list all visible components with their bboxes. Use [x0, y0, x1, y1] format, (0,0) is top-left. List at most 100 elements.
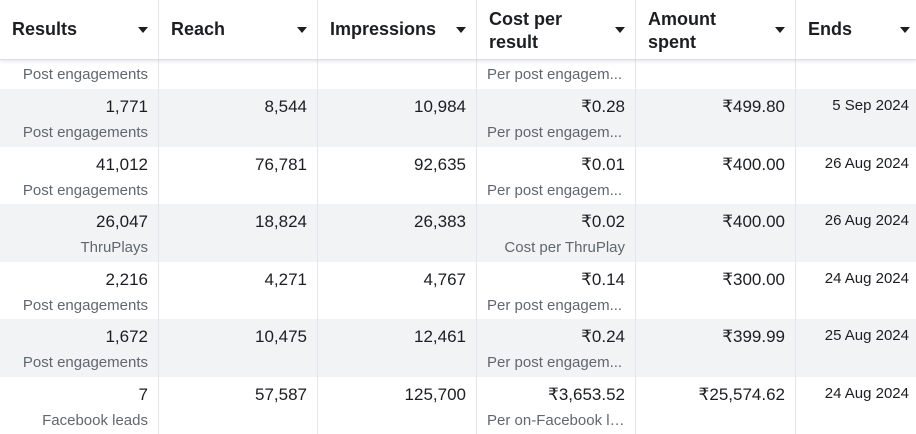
column-header-label-line2: spent	[648, 32, 696, 52]
impressions-cell: 4,767	[318, 262, 477, 320]
column-header-label: Results	[12, 18, 77, 41]
result-type-text: Post engagements	[23, 182, 148, 199]
table-row[interactable]: 1,771 Post engagements 8,544 10,984 ₹0.2…	[0, 89, 916, 147]
amount-spent-value: ₹300.00	[722, 270, 785, 290]
cost-cell: ₹0.01 Per post engagem...	[477, 147, 636, 205]
result-type-text: ThruPlays	[80, 239, 148, 256]
cost-per-result-value: ₹0.02	[581, 212, 625, 232]
end-date: 5 Sep 2024	[832, 97, 909, 114]
amount-spent-value: ₹399.99	[722, 327, 785, 347]
column-header-label: Impressions	[330, 18, 436, 41]
result-count: 41,012	[96, 155, 148, 175]
impressions-cell	[318, 60, 477, 89]
column-header-ends[interactable]: Ends	[796, 0, 916, 59]
column-header-results[interactable]: Results	[0, 0, 159, 59]
column-header-impressions[interactable]: Impressions	[318, 0, 477, 59]
column-header-label-line1: Cost per	[489, 9, 562, 29]
table-row[interactable]: 26,047 ThruPlays 18,824 26,383 ₹0.02 Cos…	[0, 204, 916, 262]
amount-cell: ₹499.80	[636, 89, 796, 147]
amount-cell: ₹400.00	[636, 147, 796, 205]
reach-cell: 18,824	[159, 204, 318, 262]
table-row[interactable]: 7 Facebook leads 57,587 125,700 ₹3,653.5…	[0, 377, 916, 434]
results-cell: 2,216 Post engagements	[0, 262, 159, 320]
result-count: 7	[139, 385, 148, 405]
amount-cell: ₹25,574.62	[636, 377, 796, 434]
cost-cell: ₹0.02 Cost per ThruPlay	[477, 204, 636, 262]
column-header-label-line1: Amount	[648, 9, 716, 29]
amount-cell: ₹300.00	[636, 262, 796, 320]
result-type-text: Post engagements	[23, 124, 148, 141]
results-cell: 26,047 ThruPlays	[0, 204, 159, 262]
reach-cell: 10,475	[159, 319, 318, 377]
table-row[interactable]: 2,216 Post engagements 4,271 4,767 ₹0.14…	[0, 262, 916, 320]
reach-cell: 76,781	[159, 147, 318, 205]
amount-spent-value: ₹499.80	[722, 97, 785, 117]
reach-cell: 8,544	[159, 89, 318, 147]
cost-cell: ₹0.24 Per post engagem...	[477, 319, 636, 377]
result-type-text: Post engagements	[23, 297, 148, 314]
impressions-value: 4,767	[423, 270, 466, 290]
impressions-cell: 92,635	[318, 147, 477, 205]
column-header-label: Ends	[808, 18, 852, 41]
reach-value: 18,824	[255, 212, 307, 232]
table-row[interactable]: Post engagements Per post engagem...	[0, 60, 916, 89]
sort-caret-icon[interactable]	[456, 27, 466, 33]
sort-caret-icon[interactable]	[900, 27, 910, 33]
result-type-text: Post engagements	[23, 354, 148, 371]
end-date: 24 Aug 2024	[825, 270, 909, 287]
ends-cell	[796, 60, 916, 89]
end-date: 26 Aug 2024	[825, 155, 909, 172]
cost-type-text: Per post engagem...	[487, 124, 622, 141]
reach-value: 76,781	[255, 155, 307, 175]
impressions-cell: 26,383	[318, 204, 477, 262]
end-date: 25 Aug 2024	[825, 327, 909, 344]
cost-type-text: Per post engagem...	[487, 297, 622, 314]
ends-cell: 26 Aug 2024	[796, 147, 916, 205]
reach-cell	[159, 60, 318, 89]
cost-type-text: Cost per ThruPlay	[504, 239, 625, 256]
cost-per-result-value: ₹0.28	[581, 97, 625, 117]
result-count: 2,216	[105, 270, 148, 290]
sort-caret-icon[interactable]	[615, 27, 625, 33]
cost-per-result-value: ₹0.24	[581, 327, 625, 347]
table-body: Post engagements Per post engagem... 1,7…	[0, 60, 916, 434]
result-count: 26,047	[96, 212, 148, 232]
sort-caret-icon[interactable]	[138, 27, 148, 33]
ends-cell: 5 Sep 2024	[796, 89, 916, 147]
amount-spent-value: ₹400.00	[722, 212, 785, 232]
reach-value: 4,271	[264, 270, 307, 290]
end-date: 26 Aug 2024	[825, 212, 909, 229]
result-type-text: Post engagements	[23, 66, 148, 83]
column-header-label: Reach	[171, 18, 225, 41]
reach-cell: 57,587	[159, 377, 318, 434]
sort-caret-icon[interactable]	[297, 27, 307, 33]
cost-per-result-value: ₹0.14	[581, 270, 625, 290]
impressions-cell: 125,700	[318, 377, 477, 434]
impressions-value: 10,984	[414, 97, 466, 117]
amount-spent-value: ₹400.00	[722, 155, 785, 175]
result-count: 1,771	[105, 97, 148, 117]
column-header-amount-spent[interactable]: Amount spent	[636, 0, 796, 59]
cost-per-result-value: ₹3,653.52	[548, 385, 625, 405]
sort-caret-icon[interactable]	[775, 27, 785, 33]
impressions-value: 26,383	[414, 212, 466, 232]
amount-cell	[636, 60, 796, 89]
cost-type-text: Per post engagem...	[487, 66, 622, 83]
impressions-cell: 12,461	[318, 319, 477, 377]
result-type-text: Facebook leads	[42, 412, 148, 429]
end-date: 24 Aug 2024	[825, 385, 909, 402]
column-header-label: Cost per result	[489, 8, 562, 54]
amount-cell: ₹399.99	[636, 319, 796, 377]
result-count: 1,672	[105, 327, 148, 347]
results-cell: 41,012 Post engagements	[0, 147, 159, 205]
table-row[interactable]: 41,012 Post engagements 76,781 92,635 ₹0…	[0, 147, 916, 205]
amount-spent-value: ₹25,574.62	[699, 385, 785, 405]
cost-cell: ₹0.14 Per post engagem...	[477, 262, 636, 320]
cost-type-text: Per on-Facebook le...	[487, 412, 625, 429]
reach-value: 10,475	[255, 327, 307, 347]
cost-per-result-value: ₹0.01	[581, 155, 625, 175]
table-row[interactable]: 1,672 Post engagements 10,475 12,461 ₹0.…	[0, 319, 916, 377]
column-header-cost-per-result[interactable]: Cost per result	[477, 0, 636, 59]
column-header-reach[interactable]: Reach	[159, 0, 318, 59]
